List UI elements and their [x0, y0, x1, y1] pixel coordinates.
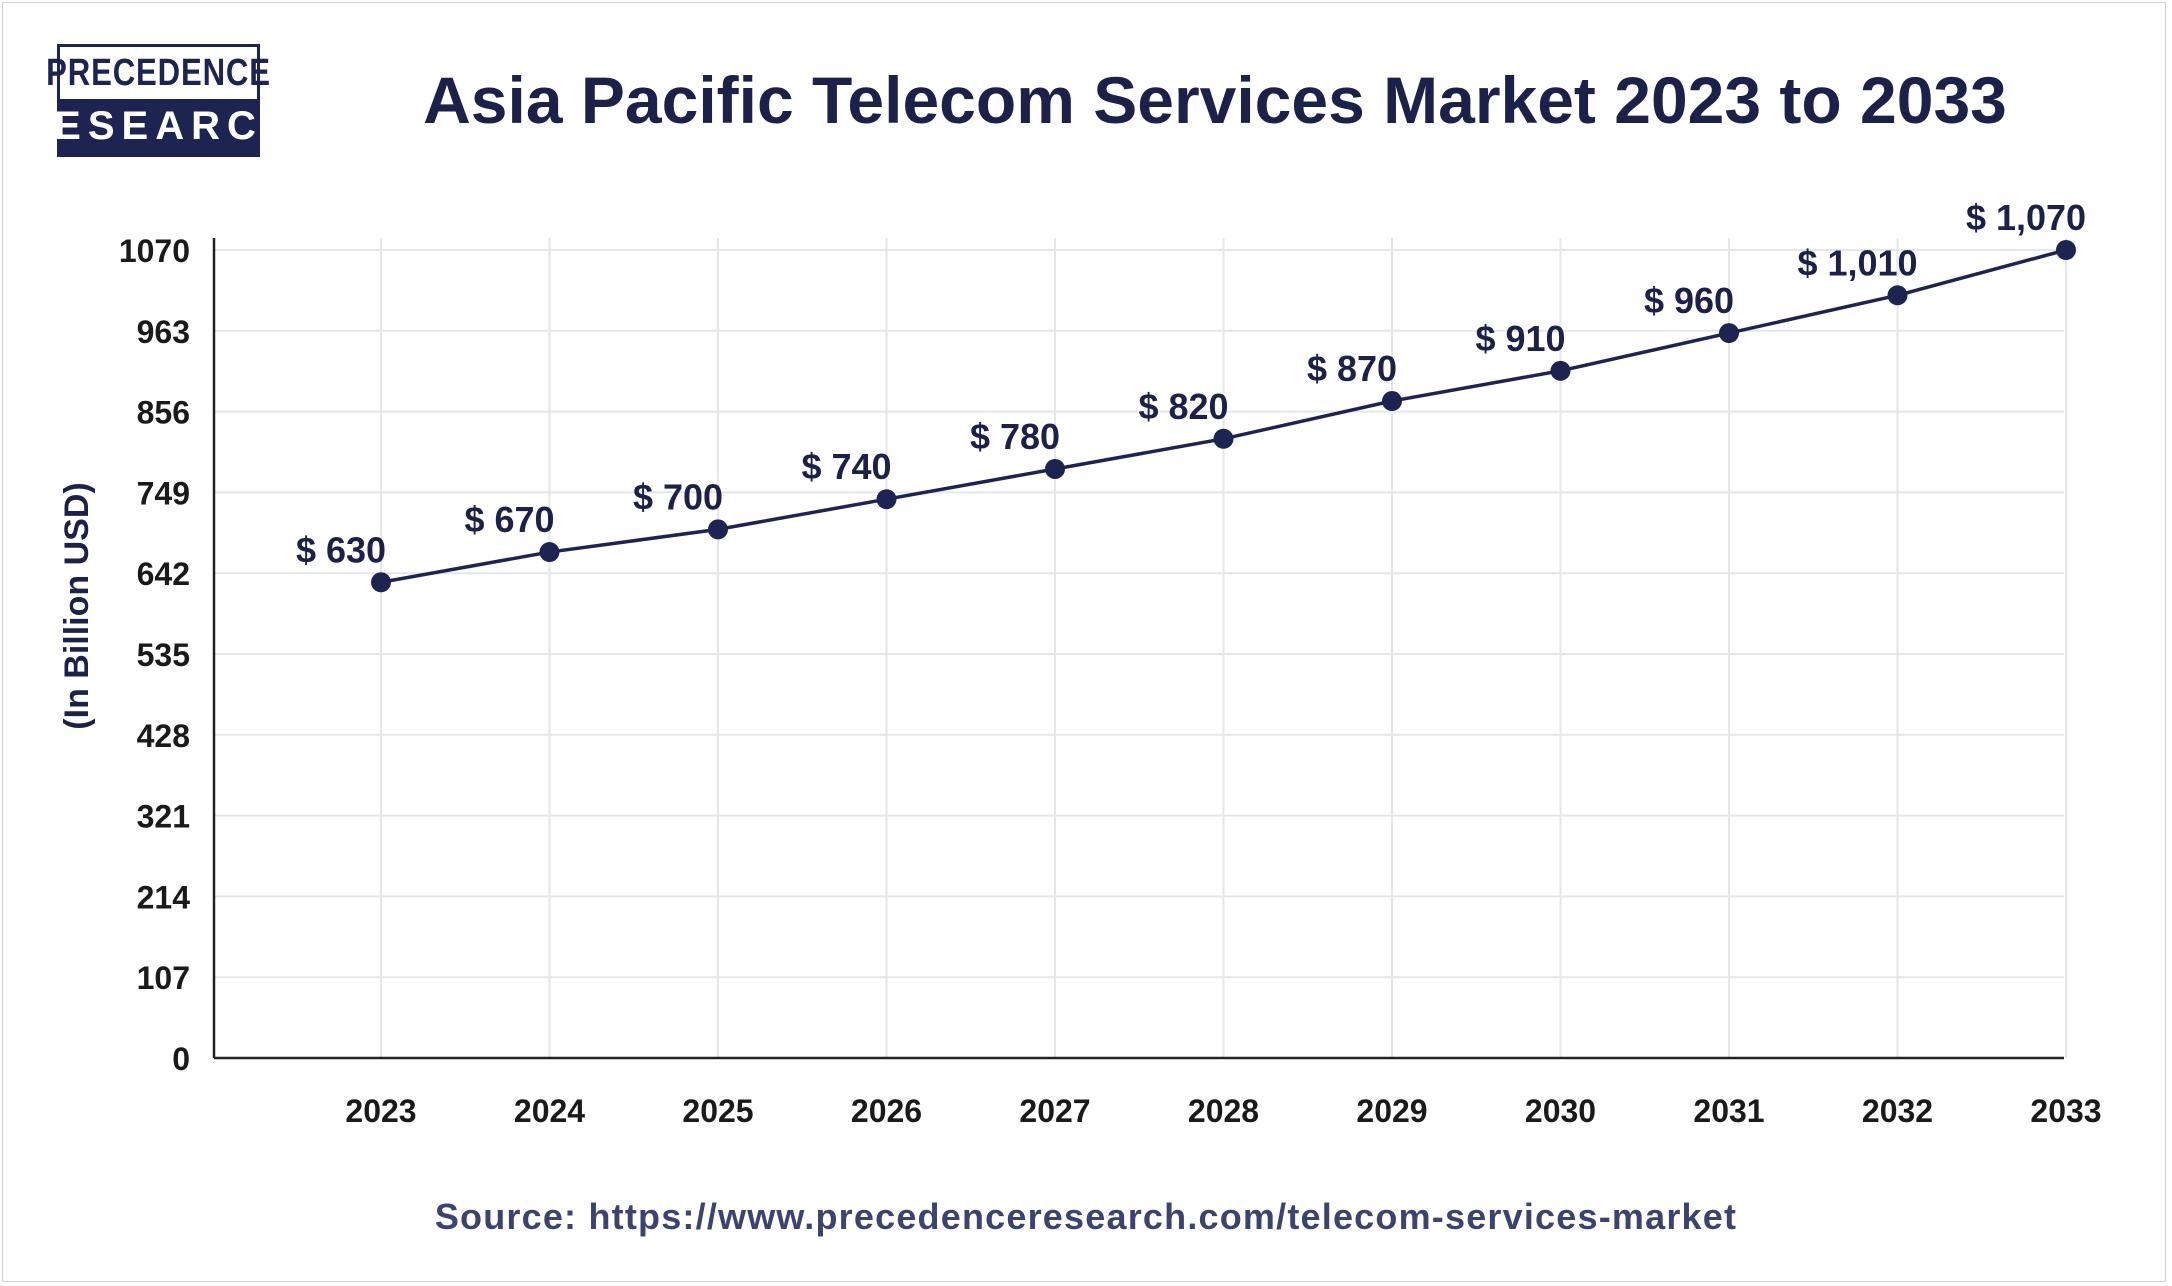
data-label: $ 700 — [633, 476, 723, 517]
x-tick-label: 2029 — [1356, 1093, 1427, 1129]
data-label: $ 1,070 — [1966, 197, 2086, 238]
data-label: $ 670 — [464, 499, 554, 540]
y-tick-label: 107 — [137, 960, 190, 996]
data-label: $ 780 — [970, 416, 1060, 457]
precedence-research-logo: PRECEDENCE RESEARCH — [18, 44, 292, 157]
data-point — [371, 572, 391, 593]
data-point — [708, 519, 728, 540]
x-tick-label: 2026 — [851, 1093, 922, 1129]
source-citation: Source: https://www.precedenceresearch.c… — [434, 1196, 1738, 1237]
axes — [212, 238, 2064, 1060]
y-tick-label: 642 — [137, 556, 190, 592]
logo-line-1: PRECEDENCE — [46, 51, 271, 94]
x-tick-label: 2025 — [682, 1093, 753, 1129]
gridlines — [214, 238, 2067, 1058]
data-label: $ 630 — [296, 529, 386, 570]
x-tick-label: 2028 — [1188, 1093, 1259, 1129]
x-tick-label: 2027 — [1019, 1093, 1090, 1129]
x-tick-labels: 2023 2024 2025 2026 2027 2028 2029 2030 2031 2032… — [345, 1093, 2101, 1129]
data-point — [2056, 240, 2076, 260]
data-label: $ 740 — [801, 446, 891, 487]
x-tick-label: 2023 — [345, 1093, 416, 1129]
chart-title: Asia Pacific Telecom Services Market 202… — [423, 63, 2007, 137]
y-tick-labels: 0 107 214 321 428 535 642 749 856 963 1070 — [119, 233, 190, 1077]
logo-line-2: RESEARCH — [18, 99, 292, 154]
data-label: $ 820 — [1138, 386, 1228, 427]
y-tick-label: 0 — [172, 1041, 190, 1077]
data-point — [1550, 360, 1571, 381]
data-point — [1213, 428, 1234, 449]
x-tick-label: 2030 — [1525, 1093, 1596, 1129]
data-labels: $ 630 $ 670 $ 700 $ 740 $ 780 $ 820 $ 870 $ 910… — [296, 197, 2086, 570]
y-tick-label: 321 — [137, 799, 190, 835]
data-point — [1887, 285, 1908, 306]
data-markers — [371, 240, 2076, 593]
data-label: $ 870 — [1307, 348, 1397, 389]
data-point — [539, 542, 560, 563]
data-point — [1719, 323, 1739, 344]
data-point — [1382, 391, 1402, 412]
y-tick-label: 428 — [137, 718, 190, 754]
data-label: $ 910 — [1475, 318, 1565, 359]
x-tick-label: 2033 — [2030, 1093, 2101, 1129]
y-tick-label: 963 — [137, 314, 190, 350]
y-tick-label: 214 — [137, 879, 191, 915]
y-tick-label: 535 — [137, 637, 190, 673]
data-label: $ 960 — [1644, 280, 1734, 321]
data-point — [876, 489, 897, 510]
y-tick-label: 1070 — [119, 233, 190, 269]
y-tick-label: 749 — [137, 475, 190, 511]
y-axis-label: (In Billion USD) — [58, 482, 96, 729]
x-tick-label: 2032 — [1862, 1093, 1933, 1129]
x-tick-label: 2024 — [514, 1093, 585, 1129]
data-point — [1045, 458, 1065, 479]
data-label: $ 1,010 — [1797, 242, 1917, 283]
y-tick-label: 856 — [137, 395, 190, 431]
x-tick-label: 2031 — [1693, 1093, 1764, 1129]
